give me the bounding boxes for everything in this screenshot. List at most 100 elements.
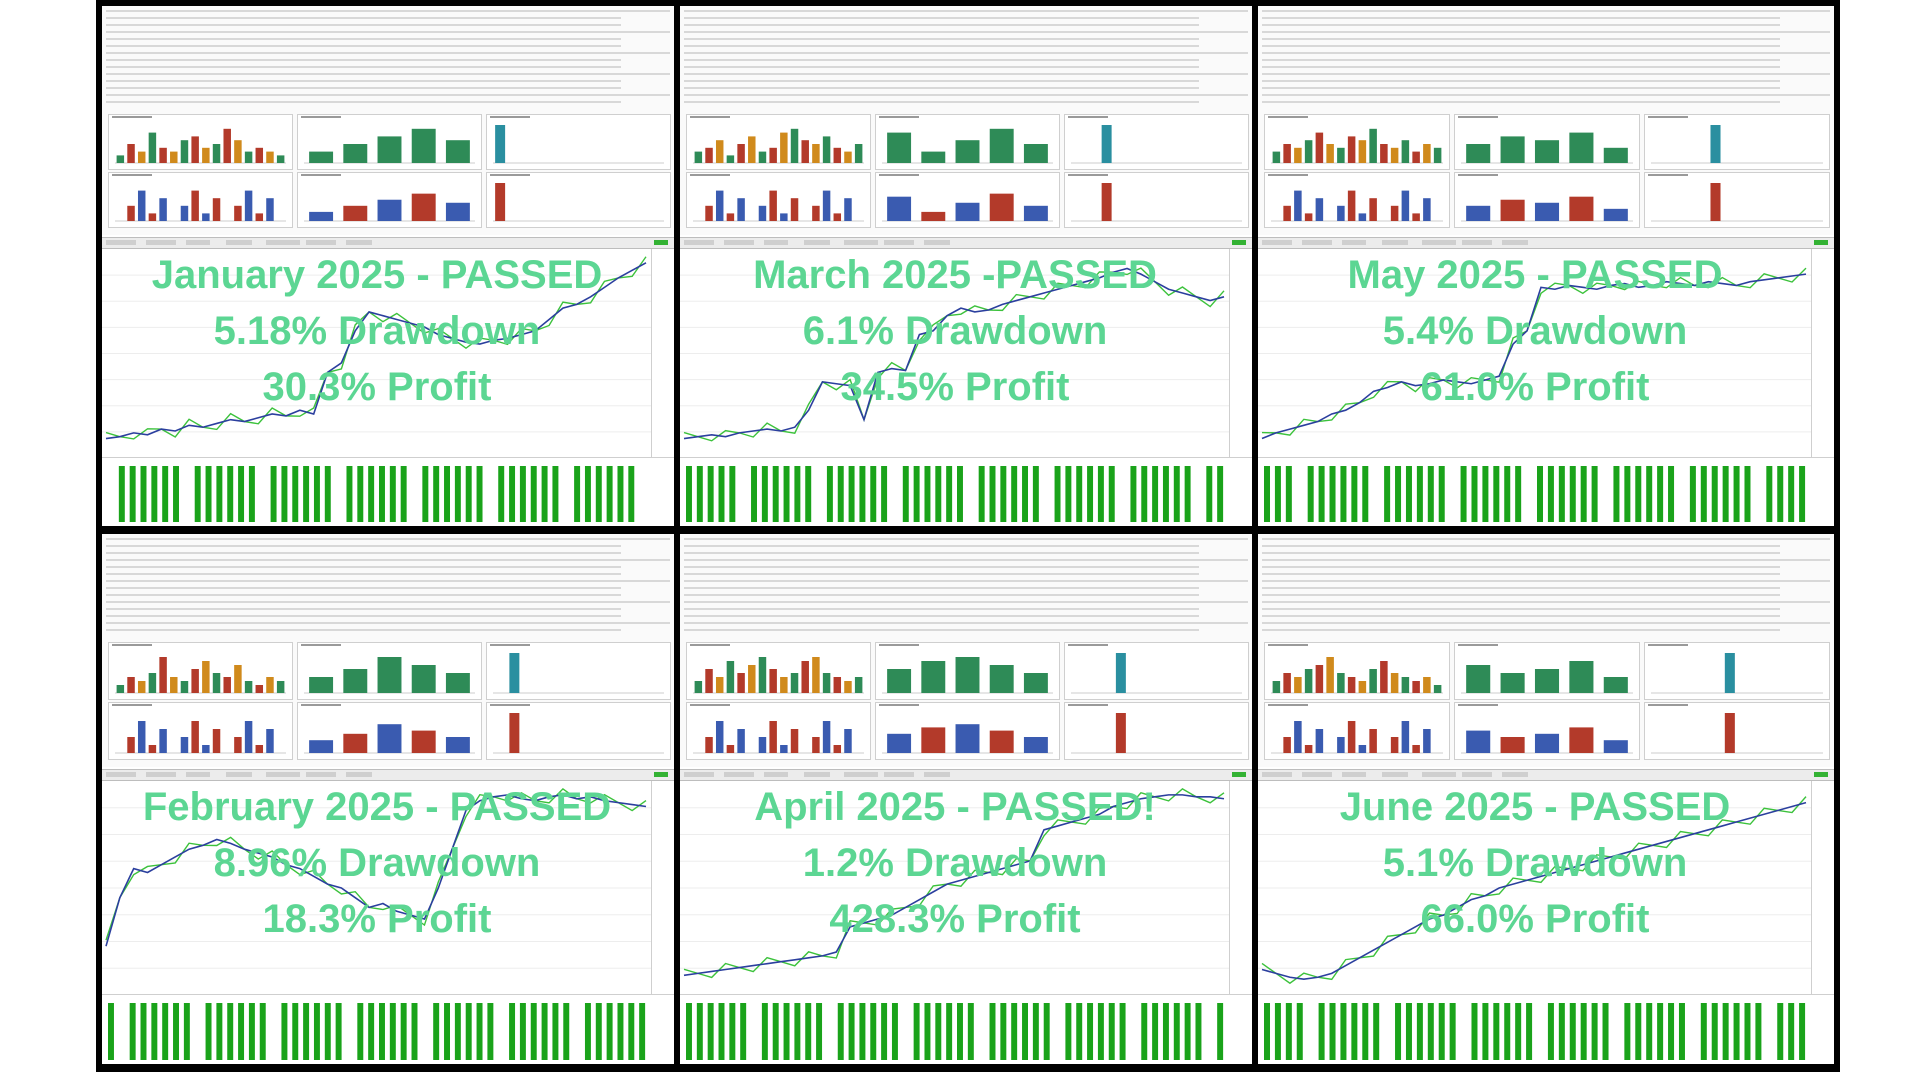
tester-tab[interactable] (764, 240, 788, 245)
stats-row (1262, 580, 1830, 582)
tester-tab[interactable] (146, 240, 176, 245)
tester-tab[interactable] (684, 772, 714, 777)
deposit-load-bar (183, 1003, 190, 1060)
tester-tab[interactable] (1502, 772, 1528, 777)
tester-tab[interactable] (346, 772, 372, 777)
tester-tab[interactable] (1382, 772, 1408, 777)
mini-bar (854, 144, 863, 163)
tester-tab[interactable] (306, 772, 336, 777)
start-button[interactable] (654, 240, 668, 245)
start-button[interactable] (1814, 772, 1828, 777)
deposit-load-bar (740, 1003, 747, 1060)
mini-chart-svg (304, 193, 475, 222)
deposit-load-bar (1087, 466, 1094, 522)
start-button[interactable] (1232, 240, 1246, 245)
tester-tab[interactable] (804, 772, 830, 777)
tester-tab[interactable] (266, 772, 300, 777)
tester-tab[interactable] (1462, 772, 1492, 777)
tester-tab[interactable] (1422, 772, 1456, 777)
tester-tab[interactable] (306, 240, 336, 245)
tester-tab[interactable] (106, 772, 136, 777)
tester-tab[interactable] (186, 772, 210, 777)
tester-tab[interactable] (1342, 772, 1366, 777)
deposit-load-bar (368, 466, 375, 522)
stats-row (684, 10, 1248, 12)
report-panel-jun: June 2025 - PASSED 5.1% Drawdown 66.0% Pro… (1258, 534, 1834, 1064)
tester-tab[interactable] (1422, 240, 1456, 245)
tester-tab[interactable] (884, 772, 914, 777)
deposit-load-bar (1318, 1003, 1325, 1060)
mini-bar (822, 673, 831, 693)
start-button[interactable] (1814, 240, 1828, 245)
mini-chart-svg (1461, 196, 1633, 222)
deposit-load-bar (1097, 466, 1104, 522)
mini-chart-title (1068, 174, 1108, 176)
start-button[interactable] (1232, 772, 1246, 777)
mini-bar (1423, 677, 1431, 693)
tester-tab[interactable] (106, 240, 136, 245)
price-axis (651, 249, 674, 458)
tester-tab[interactable] (884, 240, 914, 245)
tester-tab[interactable] (1502, 240, 1528, 245)
tester-tab[interactable] (146, 772, 176, 777)
balance-line (683, 794, 1225, 977)
deposit-load-bar (476, 466, 483, 522)
tester-tab[interactable] (186, 240, 210, 245)
tester-tabs (680, 237, 1252, 249)
stats-row (684, 587, 1199, 589)
mini-bar (1115, 713, 1126, 753)
entries-by-hours-chart (108, 642, 293, 700)
deposit-load-bar (1711, 1003, 1718, 1060)
tester-tab[interactable] (924, 240, 950, 245)
mini-bar (1466, 730, 1491, 753)
mini-bar (255, 745, 264, 753)
mini-bar (1358, 140, 1367, 163)
tester-tab[interactable] (1382, 240, 1408, 245)
tester-tab[interactable] (1302, 772, 1332, 777)
mini-chart-svg (1461, 727, 1633, 754)
stats-row (106, 629, 621, 631)
tester-tab[interactable] (1262, 772, 1292, 777)
mini-chart-svg (115, 128, 286, 164)
mini-chart-title (490, 174, 530, 176)
tester-tabs (102, 237, 674, 249)
mini-chart-svg (882, 724, 1053, 754)
tester-tab[interactable] (844, 772, 878, 777)
tester-tab[interactable] (924, 772, 950, 777)
tester-tab[interactable] (226, 772, 252, 777)
start-button[interactable] (654, 772, 668, 777)
deposit-load-bar (1000, 466, 1007, 522)
tester-tab[interactable] (844, 240, 878, 245)
mini-bar (1347, 677, 1356, 693)
tester-tab[interactable] (346, 240, 372, 245)
mini-bar (1724, 653, 1735, 693)
report-panel-mar: March 2025 -PASSED 6.1% Drawdown 34.5% Pro… (680, 6, 1252, 526)
mini-bar (1534, 140, 1560, 163)
deposit-load-bar (1416, 1003, 1423, 1060)
tester-tab[interactable] (764, 772, 788, 777)
mini-bar (715, 140, 724, 163)
tester-tab[interactable] (724, 240, 754, 245)
mini-bar (1304, 213, 1313, 221)
deposit-load-bar (335, 1003, 342, 1060)
mini-bar (445, 202, 470, 221)
mini-bar (989, 128, 1014, 163)
tester-tab[interactable] (804, 240, 830, 245)
mini-bar (116, 685, 125, 693)
tester-tab[interactable] (724, 772, 754, 777)
deposit-load-bar (1668, 1003, 1675, 1060)
deposit-load-bar (465, 1003, 472, 1060)
tester-tab[interactable] (1262, 240, 1292, 245)
tester-tab[interactable] (684, 240, 714, 245)
mini-chart-title (1268, 116, 1308, 118)
tester-tab[interactable] (1302, 240, 1332, 245)
deposit-load-bar (1011, 1003, 1018, 1060)
stats-row (1262, 45, 1781, 47)
tester-tab[interactable] (266, 240, 300, 245)
mini-chart-title (301, 644, 341, 646)
tester-tab[interactable] (1342, 240, 1366, 245)
mini-bar (758, 657, 767, 693)
entries-by-hours-chart (1264, 114, 1450, 170)
tester-tab[interactable] (226, 240, 252, 245)
tester-tab[interactable] (1462, 240, 1492, 245)
